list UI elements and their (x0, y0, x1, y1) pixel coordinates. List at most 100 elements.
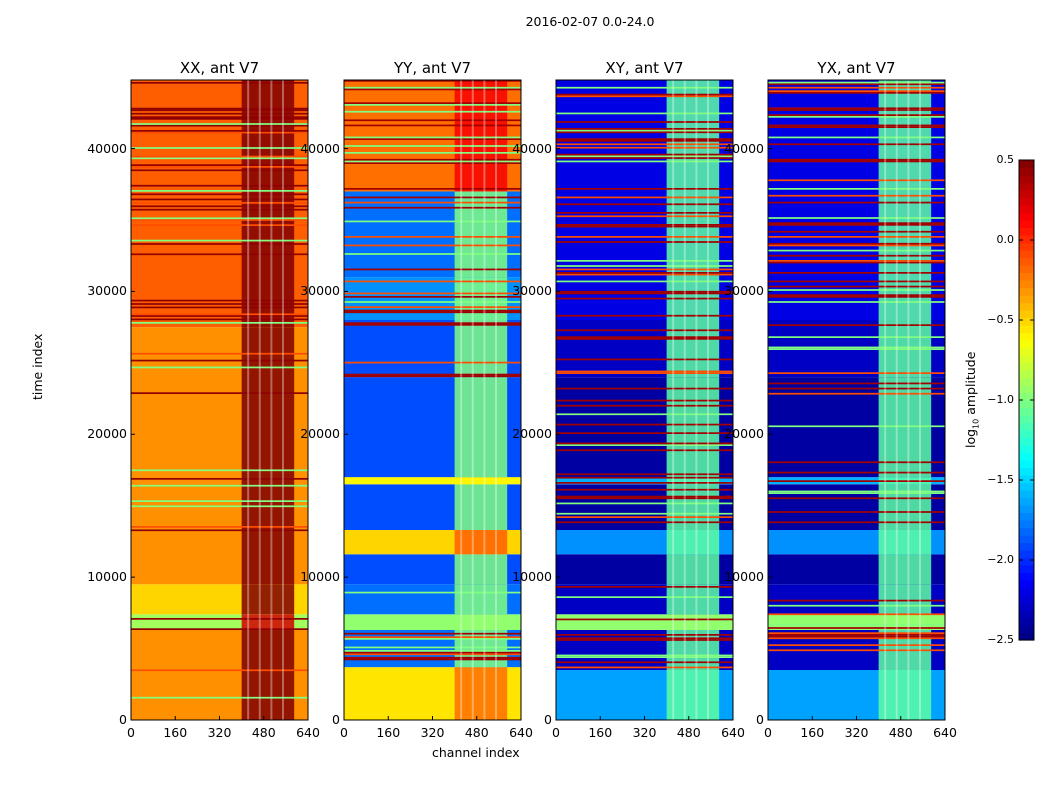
heatmap-stripe (556, 387, 733, 390)
heatmap-stripe (556, 497, 733, 500)
y-tick-label: 30000 (300, 283, 340, 299)
heatmap-stripe (344, 253, 521, 255)
heatmap-stripe (131, 202, 308, 204)
heatmap-stripe (556, 423, 733, 426)
heatmap-band (556, 477, 733, 485)
heatmap-stripe (344, 244, 521, 247)
panel-xx (130, 79, 309, 721)
x-tick-label: 640 (933, 725, 957, 740)
colorbar-segment (1019, 565, 1034, 574)
heatmap-stripe (768, 461, 945, 464)
heatmap-stripe (556, 215, 733, 218)
heatmap-stripe (131, 303, 308, 305)
heatmap-stripe (344, 158, 521, 161)
heatmap-stripe (768, 217, 945, 219)
heatmap-stripe (768, 224, 945, 226)
colorbar-segment (1019, 542, 1034, 551)
colorbar-segment (1019, 392, 1034, 401)
x-tick-label: 0 (552, 725, 560, 740)
x-tick-label: 480 (251, 725, 276, 740)
panel-yx (767, 79, 946, 721)
heatmap-stripe (768, 644, 945, 646)
heatmap-stripe (344, 88, 521, 91)
rfi-region (666, 80, 720, 320)
heatmap-stripe (768, 158, 945, 161)
heatmap-stripe (131, 392, 308, 394)
colorbar-label-rest: amplitude (963, 351, 978, 419)
rfi-region (241, 614, 295, 630)
colorbar-segment (1019, 295, 1034, 304)
colorbar-segment (1019, 445, 1034, 454)
colorbar-segment (1019, 437, 1034, 446)
rfi-region (666, 377, 720, 478)
colorbar-segment (1019, 512, 1034, 521)
colorbar-tick-label: 0.0 (996, 233, 1015, 246)
heatmap-stripe (768, 635, 945, 638)
colorbar-segment (1019, 475, 1034, 484)
rfi-region (666, 670, 720, 720)
heatmap-stripe (131, 505, 308, 508)
colorbar-segment (1019, 580, 1034, 589)
x-tick-label: 480 (464, 725, 489, 740)
colorbar-segment (1019, 535, 1034, 544)
rfi-region (666, 477, 720, 485)
channel-gap (707, 80, 710, 720)
y-tick-label: 40000 (724, 140, 764, 156)
rfi-region (666, 530, 720, 555)
heatmap-stripe (344, 656, 521, 659)
colorbar-segment (1019, 332, 1034, 341)
x-tick-label: 320 (207, 725, 232, 740)
y-tick-label: 30000 (512, 283, 552, 299)
y-tick-label: 0 (544, 712, 552, 727)
heatmap-stripe (768, 627, 945, 629)
x-tick-label: 480 (888, 725, 913, 740)
rfi-region (454, 191, 508, 278)
heatmap-stripe (556, 639, 733, 641)
heatmap-stripe (344, 110, 521, 113)
heatmap-stripe (344, 638, 521, 640)
heatmap-stripe (556, 654, 733, 657)
x-axis-label: channel index (432, 745, 520, 760)
heatmap-stripe (131, 130, 308, 132)
colorbar-segment (1019, 280, 1034, 289)
colorbar-segment (1019, 325, 1034, 334)
rfi-region (454, 377, 508, 478)
colorbar (1018, 159, 1035, 641)
heatmap-stripe (768, 107, 945, 110)
channel-gap (919, 80, 922, 720)
y-tick-label: 10000 (87, 569, 127, 585)
channel-gap (483, 80, 486, 720)
heatmap-stripe (768, 613, 945, 616)
colorbar-tick-label: 0.5 (996, 153, 1015, 166)
heatmap-stripe (768, 346, 945, 349)
heatmap-stripe (131, 147, 308, 149)
heatmap-stripe (131, 193, 308, 196)
y-tick-label: 10000 (724, 569, 764, 585)
heatmap-stripe (131, 243, 308, 245)
heatmap-stripe (556, 444, 733, 446)
colorbar-segment (1019, 400, 1034, 409)
heatmap-stripe (768, 179, 945, 182)
heatmap-stripe (556, 488, 733, 491)
heatmap-stripe (556, 93, 733, 96)
heatmap-stripe (768, 143, 945, 146)
heatmap-stripe (768, 604, 945, 607)
heatmap-stripe (768, 637, 945, 640)
heatmap-stripe (344, 632, 521, 635)
heatmap-stripe (131, 478, 308, 480)
heatmap-stripe (344, 160, 521, 163)
y-tick-label: 40000 (512, 140, 552, 156)
heatmap-stripe (768, 230, 945, 233)
heatmap-stripe (556, 413, 733, 416)
heatmap-stripe (768, 242, 945, 245)
colorbar-segment (1019, 422, 1034, 431)
rfi-region (454, 554, 508, 585)
heatmap-stripe (344, 306, 521, 308)
heatmap-stripe (556, 404, 733, 407)
heatmap-stripe (131, 166, 308, 168)
heatmap-stripe (768, 372, 945, 374)
channel-gap (282, 80, 285, 720)
heatmap-stripe (768, 490, 945, 493)
heatmap-stripe (556, 95, 733, 98)
heatmap-stripe (556, 399, 733, 402)
